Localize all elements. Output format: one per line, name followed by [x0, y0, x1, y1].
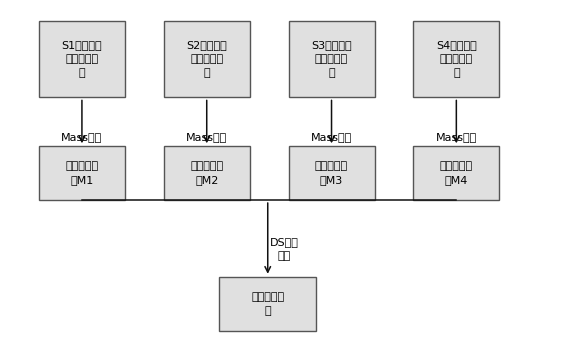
Bar	[289, 21, 375, 98]
Text: Mass公式: Mass公式	[186, 132, 228, 142]
Bar	[413, 146, 499, 200]
Text: 基本信任分
配M1: 基本信任分 配M1	[65, 161, 98, 185]
Bar	[164, 21, 250, 98]
Text: S3特征神经
网络诊断结
果: S3特征神经 网络诊断结 果	[311, 40, 352, 78]
Bar	[39, 146, 125, 200]
Bar	[164, 146, 250, 200]
Bar	[289, 146, 375, 200]
Bar	[413, 21, 499, 98]
Text: Mass公式: Mass公式	[311, 132, 352, 142]
Text: Mass公式: Mass公式	[61, 132, 102, 142]
Bar	[39, 21, 125, 98]
Text: 融合诊断结
果: 融合诊断结 果	[251, 291, 284, 316]
Text: Mass公式: Mass公式	[436, 132, 477, 142]
Text: 基本信任分
配M3: 基本信任分 配M3	[315, 161, 348, 185]
Text: S2特征神经
网络诊断结
果: S2特征神经 网络诊断结 果	[186, 40, 227, 78]
Text: DS融合
规则: DS融合 规则	[269, 237, 298, 261]
Text: S1特征神经
网络诊断结
果: S1特征神经 网络诊断结 果	[62, 40, 102, 78]
Text: S4特征神经
网络诊断结
果: S4特征神经 网络诊断结 果	[436, 40, 477, 78]
Text: 基本信任分
配M2: 基本信任分 配M2	[190, 161, 224, 185]
Bar	[219, 277, 316, 331]
Text: 基本信任分
配M4: 基本信任分 配M4	[440, 161, 473, 185]
